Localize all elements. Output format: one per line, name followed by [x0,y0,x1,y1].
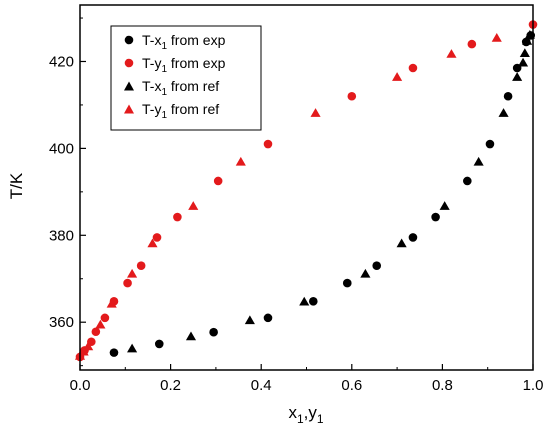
x-tick-label: 1.0 [523,377,544,394]
series-1-point-11 [263,139,273,149]
series-1-point-13 [408,63,418,73]
legend-box [110,25,262,131]
series-2-point-12 [522,36,533,45]
x-axis-title-sub-2: 1 [317,412,324,426]
series-2-point-0 [127,343,138,353]
series-2-point-4 [360,268,371,278]
y-tick-label: 420 [49,53,74,70]
legend-marker-1 [124,58,134,68]
series-3-point-8 [235,156,246,166]
x-axis-title-sub-1: 1 [297,412,304,426]
series-0-point-0 [109,348,119,357]
x-tick-label: 0.6 [341,377,362,394]
series-3-point-1 [78,346,89,356]
legend-label-1: T-y1 from exp [142,55,226,75]
labels-layer: 0.0 0.2 0.4 0.6 0.8 1.0 360 380 400 420 [49,53,543,394]
series-0-point-10 [485,139,495,149]
y-tick-label: 360 [49,314,74,331]
series-2-point-6 [439,201,450,210]
series-3-point-9 [310,108,321,117]
x-tick-label: 0.4 [251,377,272,394]
series-0-point-5 [342,278,352,288]
series-2-point-11 [519,48,530,57]
x-axis-title-sep: ,y [304,403,318,422]
series-2-point-1 [185,331,197,341]
series-3-point-6 [147,238,158,248]
series-1-point-9 [173,212,182,222]
series-1-point-12 [347,91,357,101]
series-1-point-10 [213,176,223,186]
series-1-point-3 [91,327,101,337]
series-3-point-10 [392,72,403,81]
x-tick-label: 0.0 [70,377,91,394]
plot-frame [79,4,534,371]
series-1-point-4 [100,313,110,323]
x-tick-label: 0.2 [160,377,181,394]
legend-marker-0 [124,35,134,45]
legend-marker-2 [124,81,134,91]
series-3-point-4 [106,298,117,308]
legend-marker-3 [124,104,134,114]
series-3-point-3 [95,319,106,329]
series-0-point-4 [308,297,318,306]
series-2-point-5 [396,238,407,248]
legend-label-0: T-x1 from exp [142,32,226,52]
series-3-point-2 [83,341,94,351]
series-3-point-7 [188,201,199,210]
x-tick-label: 0.8 [432,377,453,394]
series-0-point-3 [263,313,273,323]
legend-label-3: T-y1 from ref [142,101,219,121]
series-0-point-6 [372,261,382,271]
series-0-point-1 [154,339,164,349]
series-0-point-2 [209,327,218,337]
legend: T-x1 from exp T-y1 from exp T-x1 from re… [110,25,262,131]
series-2-point-3 [299,296,310,306]
series-3-point-12 [491,32,502,42]
series-2-point-7 [473,156,484,166]
series-1-point-6 [123,278,132,288]
x-axis-title-main: x [288,403,297,422]
series-0-point-7 [408,233,418,242]
series-1-point-7 [136,261,146,271]
series-2-point-2 [244,315,255,325]
series-1-point-8 [152,233,162,242]
series-0-point-9 [463,176,472,186]
x-axis-title: x1,y1 [288,403,323,426]
series-0-point-11 [503,91,513,101]
series-2-point-8 [498,108,509,117]
series-1-point-14 [467,39,477,49]
y-tick-label: 400 [49,140,74,157]
series-3-point-5 [127,268,138,278]
legend-label-2: T-x1 from ref [142,78,219,98]
y-axis-title: T/K [7,172,26,199]
series-0-point-8 [431,212,440,222]
y-tick-label: 380 [49,227,74,244]
series-2-point-10 [517,57,529,67]
points-layer [74,20,538,362]
series-2-point-9 [512,72,523,81]
series-3-point-11 [446,49,457,58]
